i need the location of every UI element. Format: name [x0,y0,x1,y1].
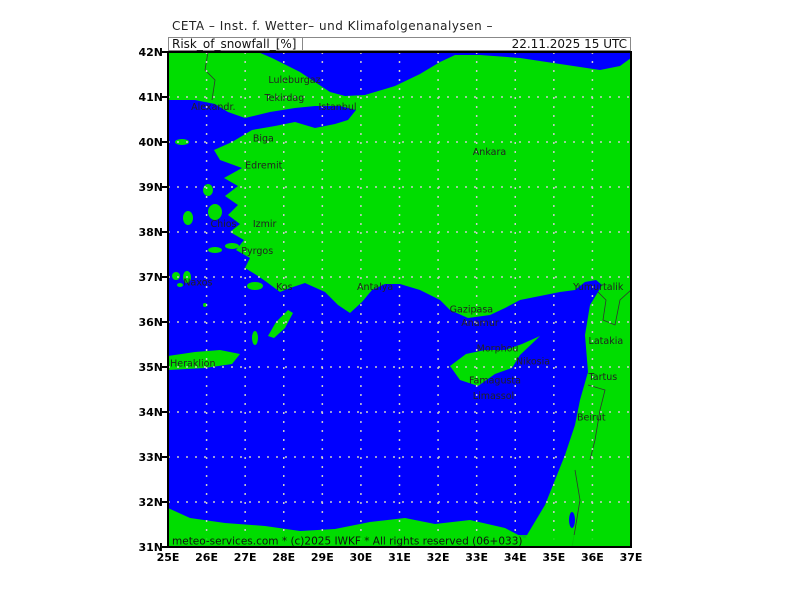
city-label: Tekirdag [263,93,304,104]
island-ikaria [183,211,193,225]
city-label: Izmir [253,219,277,230]
latitude-labels: 42N 41N 40N 39N 38N 37N 36N 35N 34N 33N 32N 31N [138,46,168,554]
lon-label: 29E [311,551,334,564]
island-samos [225,243,239,249]
lat-label: 32N [138,496,163,509]
lon-label: 28E [272,551,295,564]
city-label: Luleburgaz [268,75,320,86]
city-label: Kos [276,282,293,293]
lon-label: 32E [427,551,450,564]
city-label: Gazipasa [450,305,493,316]
lon-label: 34E [504,551,527,564]
lat-label: 35N [138,361,163,374]
lat-label: 33N [138,451,163,464]
lat-label: 38N [138,226,163,239]
island [208,247,222,253]
lat-label: 41N [138,91,163,104]
lat-label: 42N [138,46,163,59]
longitude-labels: 25E 26E 27E 28E 29E 30E 31E 32E 33E 34E 35E 36E 37E [157,551,643,564]
lon-label: 35E [542,551,565,564]
city-label: Alexandr. [191,102,235,113]
island [177,283,183,287]
city-label: Heraklion [170,359,215,370]
island-chios [208,204,222,220]
lon-label: 36E [581,551,604,564]
island-samothrace [175,139,189,145]
city-label: Anamur [461,318,499,329]
parameter-label: Risk_of_snowfall_[%] [172,37,297,51]
landmass-turkey-levant [168,52,631,547]
border-syria-lebanon [587,384,606,461]
city-label: Latakia [589,336,624,347]
valid-time: 22.11.2025 15 UTC [511,37,627,51]
city-label: Naxos [183,278,212,289]
dead-sea [569,512,575,528]
lat-label: 34N [138,406,163,419]
island [172,272,180,280]
island-kos [247,282,263,290]
lon-label: 27E [234,551,257,564]
city-label: Tartus [588,372,618,383]
lon-label: 26E [195,551,218,564]
city-label: Morphou [477,344,519,355]
grid [168,52,631,547]
island-lesbos [203,184,213,196]
city-label: Ankara [473,147,506,158]
island-karpathos [252,331,258,345]
lat-label: 31N [138,541,163,554]
city-label: Biga [253,134,274,145]
rhodes [268,310,293,338]
crete [168,350,240,370]
city-label: Limassol [473,391,514,402]
lon-label: 37E [620,551,643,564]
city-label: Nikosia [516,357,550,368]
city-label: Yumurtalik [572,282,624,293]
city-label: Famagusta [469,376,521,387]
city-label: Pyrgos [241,246,273,257]
city-label: Antalya [357,282,393,293]
city-label: Istanbul [318,102,356,113]
lon-label: 25E [157,551,180,564]
cyprus [450,336,540,386]
credit-bar [168,535,631,547]
map-subtitle-bar: Risk_of_snowfall_[%] 22.11.2025 15 UTC [168,37,631,51]
city-label: Chios [210,219,236,230]
lon-label: 31E [388,551,411,564]
parameter-box [169,38,303,51]
map-frame [167,51,632,548]
lon-label: 33E [465,551,488,564]
city-label: Beirut [577,413,606,424]
lat-label: 37N [138,271,163,284]
city-label: Edremit [245,161,282,172]
lon-label: 30E [350,551,373,564]
map-title: CETA – Inst. f. Wetter– und Klimafolgena… [172,19,494,33]
city-labels: Luleburgaz Tekirdag Alexandr. Istanbul Biga E… [170,75,624,424]
lat-label: 39N [138,181,163,194]
credit-text: meteo-services.com * (c)2025 IWKF * All … [172,536,523,548]
lat-label: 36N [138,316,163,329]
lat-label: 40N [138,136,163,149]
